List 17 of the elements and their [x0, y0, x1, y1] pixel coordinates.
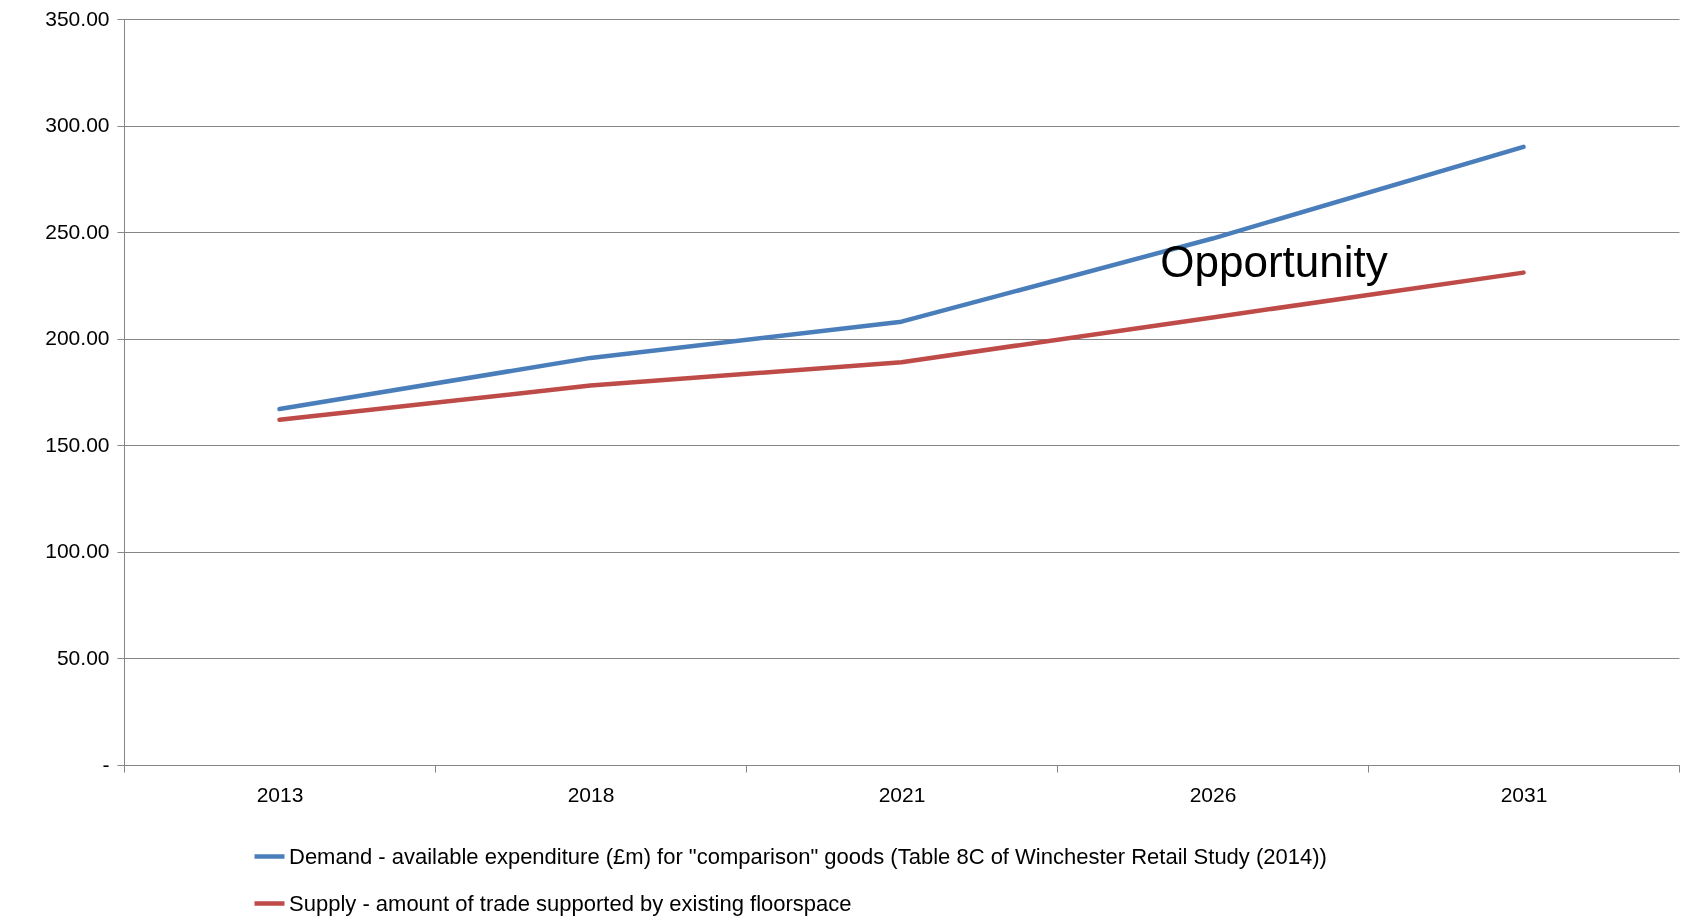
legend-label: Supply - amount of trade supported by existing floorspace — [289, 890, 852, 916]
y-tick-label: 200.00 — [45, 326, 110, 350]
x-tick-label: 2018 — [567, 782, 615, 806]
x-tick-label: 2013 — [256, 782, 304, 806]
legend-label: Demand - available expenditure (£m) for "comparison" goods (Table 8C of Winchester Retail Study (2014)) — [289, 843, 1327, 869]
y-tick-label: - — [102, 752, 110, 776]
line-series — [277, 144, 1526, 412]
x-tick-label: 2021 — [878, 782, 926, 806]
x-tick-label: 2026 — [1189, 782, 1237, 806]
y-tick-label: 350.00 — [45, 6, 110, 30]
y-tick-label: 100.00 — [45, 539, 110, 563]
annotation: Opportunity — [1160, 237, 1388, 286]
y-tick-label: 150.00 — [45, 432, 110, 456]
y-tick-label: 300.00 — [45, 113, 110, 137]
y-tick-label: 250.00 — [45, 219, 110, 243]
x-tick-label: 2031 — [1500, 782, 1548, 806]
y-tick-label: 50.00 — [56, 645, 110, 669]
